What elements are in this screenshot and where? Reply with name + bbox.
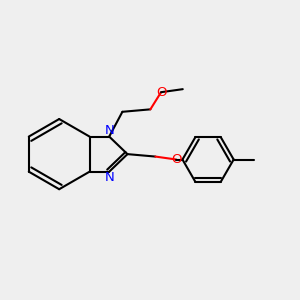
Text: N: N — [104, 171, 114, 184]
Text: N: N — [104, 124, 114, 137]
Text: O: O — [171, 153, 181, 166]
Text: O: O — [156, 86, 166, 99]
